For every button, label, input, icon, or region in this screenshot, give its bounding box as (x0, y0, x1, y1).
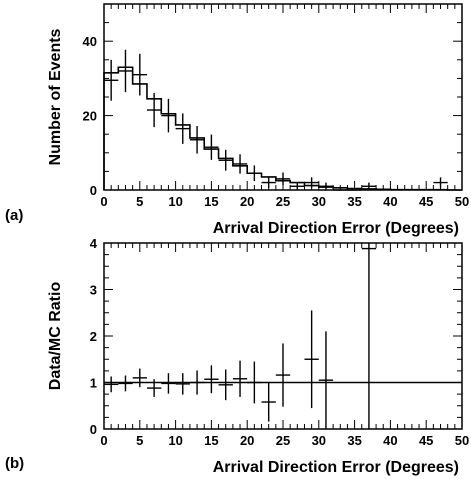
panel-a-tag: (a) (5, 207, 23, 224)
panel-b-y-tick-label: 4 (90, 236, 98, 251)
panel-a-data-point (433, 177, 448, 188)
panel-a-data-point (161, 98, 176, 133)
panel-b-data-point (204, 365, 219, 394)
panel-a-data-point (132, 53, 147, 96)
panel-b-x-tick-label: 45 (419, 433, 433, 448)
panel-b-y-tick-label: 1 (90, 376, 97, 391)
panel-b-x-tick-label: 25 (276, 433, 290, 448)
panel-a-data-point (232, 154, 248, 174)
panel-b-data-point (318, 331, 334, 429)
panel-b-ratio-plot: 0 5 10 15 20 25 30 35 40 45 50 0 1 2 3 4 Arrival Direct… (5, 236, 469, 476)
panel-a-data-point (275, 172, 291, 186)
panel-a-data-point (175, 113, 190, 144)
panel-b-data-point (175, 373, 190, 395)
panel-b-xlabel: Arrival Direction Error (Degrees) (213, 459, 459, 476)
panel-b-data-point (361, 243, 377, 429)
panel-a-data (103, 49, 462, 191)
panel-a-x-tick-label: 50 (455, 194, 469, 209)
panel-b-x-tick-label: 5 (136, 433, 143, 448)
panel-b-x-tick-label: 30 (312, 433, 326, 448)
panel-a-y-tick-label: 20 (83, 109, 97, 124)
panel-b-x-tick-label: 10 (168, 433, 182, 448)
panel-a-data-point (247, 165, 262, 182)
panel-a-xlabel: Arrival Direction Error (Degrees) (213, 220, 459, 237)
panel-a-x-tick-label: 20 (240, 194, 254, 209)
panel-a-data-point (218, 149, 233, 171)
panel-a-y-tick-label: 40 (83, 34, 97, 49)
panel-b-y-tick-label: 3 (90, 283, 97, 298)
panel-a-data-point (118, 49, 133, 93)
panel-a-data-point (146, 92, 162, 128)
panel-a-data-point (204, 134, 219, 160)
panel-a-frame (103, 3, 463, 191)
panel-a-x-tick-label: 10 (168, 194, 182, 209)
panel-a-data-point (361, 182, 377, 190)
panel-a-x-tick-label: 5 (136, 194, 143, 209)
panel-b-data-point (304, 310, 319, 409)
panel-b-data-point (232, 360, 248, 397)
panel-a-x-tick-label: 35 (347, 194, 361, 209)
panel-b-tag: (b) (5, 455, 24, 472)
panel-a-data-point (104, 59, 119, 101)
panel-b-data-point (189, 370, 205, 395)
panel-a-ylabel: Number of Events (47, 28, 64, 165)
panel-a-mc-histogram (103, 66, 462, 191)
panel-a-x-tick-label: 30 (312, 194, 326, 209)
panel-b-x-tick-label: 20 (240, 433, 254, 448)
panel-b-y-tick-label: 0 (90, 422, 97, 437)
panel-a-data-point (189, 126, 205, 154)
panel-b-ylabel: Data/MC Ratio (47, 282, 64, 391)
panel-b-x-tick-label: 50 (455, 433, 469, 448)
panel-a-y-tick-label: 0 (90, 183, 97, 198)
panel-b-data-point (247, 361, 262, 404)
panel-b-data-point (261, 382, 276, 422)
panel-b-x-tick-label: 35 (347, 433, 361, 448)
panel-b-y-tick-label: 2 (90, 329, 97, 344)
panel-b-ticks: 0 5 10 15 20 25 30 35 40 45 50 0 1 2 3 4 (90, 236, 469, 448)
panel-b-data-point (146, 379, 162, 397)
panel-b-x-tick-label: 40 (383, 433, 397, 448)
panel-b-data-point (275, 343, 291, 407)
panel-a-x-tick-label: 25 (276, 194, 290, 209)
panel-a-event-histogram: 0 5 10 15 20 25 30 35 40 45 50 0 20 40 Arrival Direct… (5, 3, 469, 237)
panel-b-data-point (218, 369, 233, 401)
panel-a-data-point (290, 182, 305, 190)
panel-b-data-point (132, 368, 147, 388)
panel-a-x-tick-label: 45 (419, 194, 433, 209)
panel-a-x-tick-label: 15 (204, 194, 218, 209)
panel-b-data (104, 243, 462, 429)
panel-b-x-tick-label: 15 (204, 433, 218, 448)
panel-a-x-tick-label: 0 (100, 194, 107, 209)
panel-b-x-tick-label: 0 (100, 433, 107, 448)
panel-b-data-point (118, 375, 133, 392)
panel-a-x-tick-label: 40 (383, 194, 397, 209)
panel-a-data-point (261, 177, 276, 188)
panel-b-data-point (161, 373, 176, 394)
panel-a-data-point (318, 182, 334, 190)
panel-b-data-point (104, 376, 119, 393)
panel-a-data-point (304, 177, 319, 188)
